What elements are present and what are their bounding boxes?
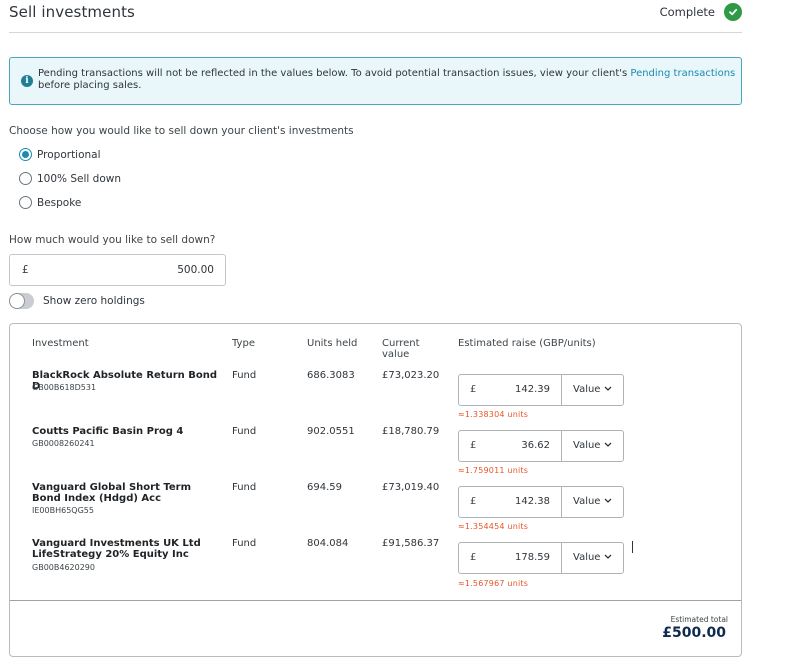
raise-mode-value: Value — [573, 384, 601, 395]
column-header-units: Units held — [307, 338, 358, 349]
units-held: 686.3083 — [307, 370, 355, 381]
pending-transactions-link[interactable]: Pending transactions — [630, 68, 736, 79]
pending-transactions-alert: i Pending transactions will not be refle… — [9, 57, 742, 105]
table-row: Coutts Pacific Basin Prog 4 GB0008260241… — [10, 426, 741, 482]
chevron-down-icon — [604, 442, 612, 447]
alert-message: Pending transactions will not be reflect… — [38, 68, 738, 92]
currency-symbol: £ — [22, 264, 29, 276]
chevron-down-icon — [604, 554, 612, 559]
units-held: 694.59 — [307, 482, 342, 493]
zero-holdings-toggle-row: Show zero holdings — [9, 293, 145, 309]
investment-isin: GB0008260241 — [32, 439, 95, 448]
radio-button[interactable] — [19, 172, 32, 185]
radio-label-full-sell-down: 100% Sell down — [37, 172, 121, 185]
amount-prompt: How much would you like to sell down? — [9, 234, 216, 246]
raise-mode-select[interactable]: Value — [561, 374, 624, 406]
investment-isin: GB00B618D531 — [32, 383, 97, 392]
estimated-raise-value[interactable]: 142.39 — [515, 384, 550, 395]
radio-label-bespoke: Bespoke — [37, 196, 82, 209]
investment-name: Vanguard Investments UK Ltd LifeStrategy… — [32, 538, 201, 560]
current-value: £73,023.20 — [382, 370, 440, 381]
investment-name: BlackRock Absolute Return Bond D — [32, 370, 217, 392]
sell-amount-input[interactable]: £ 500.00 — [9, 254, 226, 286]
radio-full-sell-down[interactable]: 100% Sell down — [19, 172, 121, 185]
estimated-raise-input[interactable]: £ 142.39 — [458, 374, 562, 406]
estimated-raise-input[interactable]: £ 142.38 — [458, 486, 562, 518]
table-row: Vanguard Global Short Term Bond Index (H… — [10, 482, 741, 538]
currency-symbol: £ — [470, 552, 477, 563]
estimated-raise-value[interactable]: 142.38 — [515, 496, 550, 507]
raise-mode-select[interactable]: Value — [561, 486, 624, 518]
investment-type: Fund — [232, 482, 257, 493]
status-indicator: Complete — [660, 3, 742, 21]
estimated-raise-value[interactable]: 36.62 — [521, 440, 550, 451]
info-icon: i — [21, 75, 33, 87]
check-circle-icon — [724, 3, 742, 21]
estimated-total-value: £500.00 — [662, 625, 726, 641]
radio-proportional[interactable]: Proportional — [19, 148, 101, 161]
units-held: 804.084 — [307, 538, 349, 549]
estimated-raise-input[interactable]: £ 178.59 — [458, 542, 562, 574]
table-row: Vanguard Investments UK Ltd LifeStrategy… — [10, 538, 741, 594]
investment-type: Fund — [232, 426, 257, 437]
raise-mode-value: Value — [573, 552, 601, 563]
current-value: £18,780.79 — [382, 426, 440, 437]
investment-isin: GB00B4620290 — [32, 563, 95, 572]
units-held: 902.0551 — [307, 426, 355, 437]
zero-holdings-toggle[interactable] — [9, 293, 34, 309]
units-estimate: ≈1.338304 units — [458, 410, 529, 419]
sell-method-prompt: Choose how you would like to sell down y… — [9, 125, 354, 137]
investment-type: Fund — [232, 370, 257, 381]
currency-symbol: £ — [470, 384, 477, 395]
chevron-down-icon — [604, 498, 612, 503]
currency-symbol: £ — [470, 440, 477, 451]
total-divider — [10, 600, 741, 601]
current-value: £91,586.37 — [382, 538, 440, 549]
investment-isin: IE00BH65QG55 — [32, 506, 94, 515]
currency-symbol: £ — [470, 496, 477, 507]
radio-bespoke[interactable]: Bespoke — [19, 196, 81, 209]
investment-name: Coutts Pacific Basin Prog 4 — [32, 426, 184, 437]
estimated-raise-input[interactable]: £ 36.62 — [458, 430, 562, 462]
page-header: Sell investments Complete — [9, 0, 742, 33]
column-header-type: Type — [232, 338, 255, 349]
estimated-total-label: Estimated total — [670, 615, 728, 624]
raise-mode-value: Value — [573, 496, 601, 507]
text-cursor — [632, 541, 633, 553]
zero-holdings-label: Show zero holdings — [43, 295, 145, 307]
raise-mode-select[interactable]: Value — [561, 430, 624, 462]
column-header-estimated-raise: Estimated raise (GBP/units) — [458, 338, 596, 349]
units-estimate: ≈1.354454 units — [458, 522, 529, 531]
investment-name: Vanguard Global Short Term Bond Index (H… — [32, 482, 191, 504]
raise-mode-select[interactable]: Value — [561, 542, 624, 574]
chevron-down-icon — [604, 386, 612, 391]
table-row: BlackRock Absolute Return Bond D GB00B61… — [10, 370, 741, 426]
units-estimate: ≈1.759011 units — [458, 466, 529, 475]
investment-type: Fund — [232, 538, 257, 549]
sell-amount-value[interactable]: 500.00 — [177, 264, 214, 276]
raise-mode-value: Value — [573, 440, 601, 451]
alert-text-before: Pending transactions will not be reflect… — [38, 68, 631, 79]
radio-button-checked[interactable] — [19, 148, 32, 161]
estimated-raise-value[interactable]: 178.59 — [515, 552, 550, 563]
column-header-current-value: Current value — [382, 338, 420, 360]
radio-label-proportional: Proportional — [37, 148, 101, 161]
alert-text-after: before placing sales. — [38, 80, 142, 91]
radio-button[interactable] — [19, 196, 32, 209]
current-value: £73,019.40 — [382, 482, 440, 493]
page-title: Sell investments — [9, 3, 135, 21]
status-text: Complete — [659, 5, 715, 19]
column-header-investment: Investment — [32, 338, 89, 349]
investments-table: Investment Type Units held Current value… — [9, 323, 742, 657]
units-estimate: ≈1.567967 units — [458, 579, 529, 588]
